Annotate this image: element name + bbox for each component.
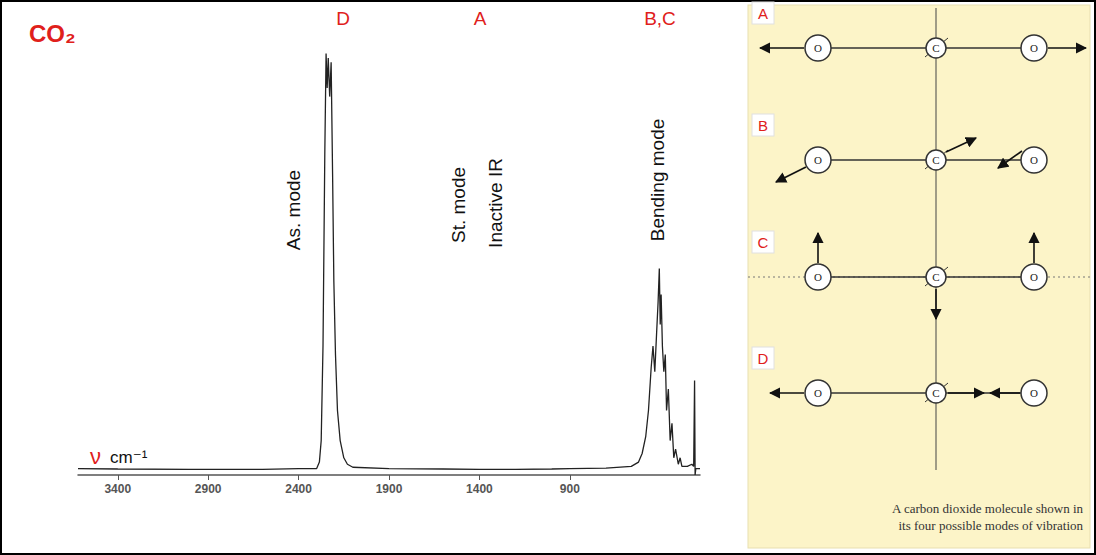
svg-text:St. mode: St. mode	[448, 167, 469, 243]
svg-text:Inactive IR: Inactive IR	[485, 158, 506, 248]
svg-text:As. mode: As. mode	[283, 170, 304, 250]
svg-text:CO₂: CO₂	[29, 20, 76, 47]
svg-text:O: O	[814, 271, 822, 283]
svg-text:A carbon dioxide molecule show: A carbon dioxide molecule shown in	[892, 501, 1083, 516]
svg-text:C: C	[758, 234, 769, 251]
svg-text:O: O	[814, 387, 822, 399]
svg-text:O: O	[1030, 271, 1038, 283]
svg-text:D: D	[336, 8, 350, 29]
svg-text:3400: 3400	[104, 482, 131, 496]
svg-text:A: A	[474, 8, 487, 29]
svg-text:O: O	[1030, 42, 1038, 54]
svg-text:2400: 2400	[285, 482, 312, 496]
svg-text:ν: ν	[90, 444, 101, 469]
svg-text:B: B	[758, 117, 768, 134]
svg-text:900: 900	[560, 482, 580, 496]
svg-text:O: O	[814, 42, 822, 54]
svg-text:1900: 1900	[376, 482, 403, 496]
svg-text:cm⁻¹: cm⁻¹	[110, 448, 148, 467]
svg-text:C: C	[932, 154, 939, 166]
svg-text:O: O	[1030, 387, 1038, 399]
svg-text:D: D	[758, 350, 769, 367]
svg-text:O: O	[1030, 154, 1038, 166]
svg-text:A: A	[758, 5, 768, 22]
svg-text:B,C: B,C	[644, 8, 676, 29]
svg-text:2900: 2900	[195, 482, 222, 496]
svg-text:Bending mode: Bending mode	[647, 119, 668, 242]
svg-text:C: C	[932, 42, 939, 54]
svg-text:1400: 1400	[466, 482, 493, 496]
svg-text:its four possible modes of vib: its four possible modes of vibration	[898, 518, 1083, 533]
svg-text:C: C	[932, 271, 939, 283]
svg-text:C: C	[932, 387, 939, 399]
svg-text:O: O	[814, 154, 822, 166]
